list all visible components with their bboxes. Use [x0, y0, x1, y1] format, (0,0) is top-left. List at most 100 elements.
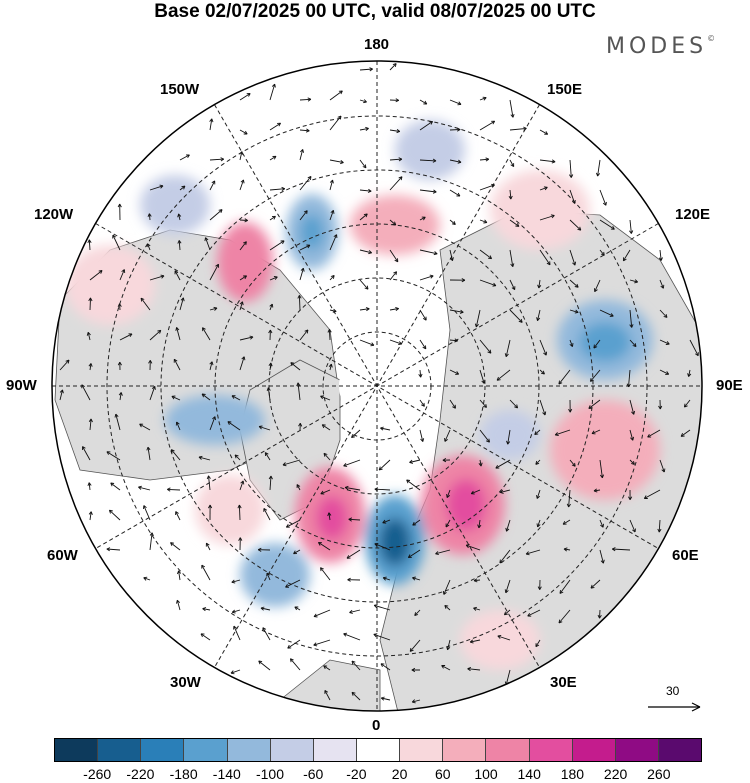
wind-arrow	[209, 209, 223, 221]
wind-arrowhead	[499, 489, 504, 494]
wind-arrow	[269, 83, 276, 101]
wind-vector-field	[59, 63, 699, 704]
wind-arrow	[59, 359, 70, 371]
wind-arrow	[688, 369, 691, 377]
wind-arrowhead	[106, 451, 111, 455]
wind-arrowhead	[88, 511, 93, 515]
wind-arrowhead	[491, 183, 495, 188]
wind-arrowhead	[282, 462, 287, 467]
wind-arrow	[658, 519, 661, 533]
wind-arrowhead	[231, 395, 236, 399]
wind-arrowhead	[157, 329, 162, 334]
wind-arrowhead	[272, 155, 277, 160]
wind-arrow	[329, 179, 334, 191]
wind-arrow	[329, 210, 334, 221]
wind-arrow	[346, 549, 361, 559]
wind-arrow	[299, 244, 311, 251]
wind-arrow	[629, 279, 638, 283]
wind-arrow	[282, 459, 301, 466]
wind-arrow	[269, 276, 278, 281]
wind-arrowhead	[546, 261, 551, 266]
wind-arrowhead	[205, 542, 210, 547]
wind-arrow	[380, 427, 391, 431]
wind-arrow	[479, 429, 490, 443]
negative-anomaly-siberia-core	[579, 322, 631, 362]
wind-arrowhead	[287, 644, 292, 649]
wind-arrowhead	[139, 423, 144, 428]
wind-arrowhead	[320, 395, 325, 400]
wind-arrow	[171, 395, 181, 401]
wind-arrow	[263, 508, 271, 521]
wind-arrow	[320, 567, 331, 581]
wind-arrow	[269, 303, 273, 311]
wind-arrowhead	[296, 382, 301, 387]
wind-arrow	[264, 452, 271, 461]
wind-arrowhead	[594, 288, 598, 293]
wind-arrowhead	[365, 307, 370, 312]
wind-arrow	[479, 459, 482, 467]
wind-arrowhead	[380, 696, 385, 701]
wind-arrow	[349, 609, 361, 614]
positive-anomaly-central-asia	[550, 400, 660, 500]
wind-arrow	[139, 423, 151, 431]
wind-arrow	[509, 249, 514, 267]
wind-arrow	[419, 99, 428, 105]
wind-arrow	[629, 399, 635, 415]
wind-arrowhead	[657, 528, 662, 533]
wind-arrowhead	[297, 295, 302, 299]
wind-arrow	[389, 271, 397, 281]
wind-arrow	[509, 219, 520, 227]
wind-arrow	[659, 279, 664, 289]
wind-arrowhead	[452, 404, 456, 409]
wind-arrow	[201, 393, 211, 401]
wind-arrow	[594, 279, 601, 292]
wind-arrow	[351, 691, 361, 701]
wind-arrow	[147, 447, 151, 461]
colorbar-segment	[55, 739, 99, 761]
wind-arrowhead	[294, 606, 299, 611]
wind-arrow	[599, 309, 614, 317]
wind-arrowhead	[114, 413, 119, 418]
wind-arrow	[231, 395, 241, 401]
colorbar-segment	[184, 739, 228, 761]
wind-arrow	[591, 429, 601, 435]
wind-arrowhead	[510, 263, 515, 267]
wind-arrowhead	[343, 462, 348, 467]
wind-arrow	[441, 665, 451, 671]
wind-arrow	[569, 339, 573, 347]
wind-arrow	[471, 489, 481, 495]
wind-arrow	[444, 605, 451, 611]
wind-arrow	[599, 609, 601, 619]
wind-arrow	[597, 159, 601, 177]
wind-arrowhead	[149, 532, 154, 537]
wind-arrow	[299, 329, 309, 341]
colorbar-tick-label: -220	[126, 766, 155, 782]
wind-arrowhead	[170, 542, 175, 546]
wind-arrow	[599, 249, 605, 256]
wind-arrowhead	[465, 544, 470, 549]
wind-arrowhead	[568, 408, 573, 413]
wind-arrow	[285, 579, 301, 588]
wind-arrowhead	[171, 395, 176, 400]
wind-arrowhead	[481, 379, 486, 384]
wind-arrowhead	[409, 459, 414, 464]
wind-arrow	[329, 363, 332, 371]
wind-arrowhead	[320, 567, 324, 572]
wind-arrow	[599, 459, 603, 478]
wind-arrowhead	[374, 542, 379, 547]
wind-arrow	[382, 519, 391, 524]
negative-anomaly-north-pacific-west	[140, 175, 210, 235]
wind-arrowhead	[442, 458, 447, 463]
lon-label-150e: 150E	[547, 81, 583, 98]
wind-arrow	[535, 639, 541, 647]
wind-arrow	[419, 121, 433, 131]
wind-arrowhead	[328, 363, 333, 368]
wind-arrow	[555, 429, 571, 436]
wind-arrowhead	[663, 313, 668, 318]
wind-arrowhead	[510, 113, 515, 118]
wind-arrowhead	[380, 426, 384, 431]
wind-arrow	[343, 633, 361, 641]
wind-arrowhead	[411, 667, 416, 673]
wind-arrow	[445, 519, 451, 528]
wind-arrowhead	[527, 612, 532, 617]
